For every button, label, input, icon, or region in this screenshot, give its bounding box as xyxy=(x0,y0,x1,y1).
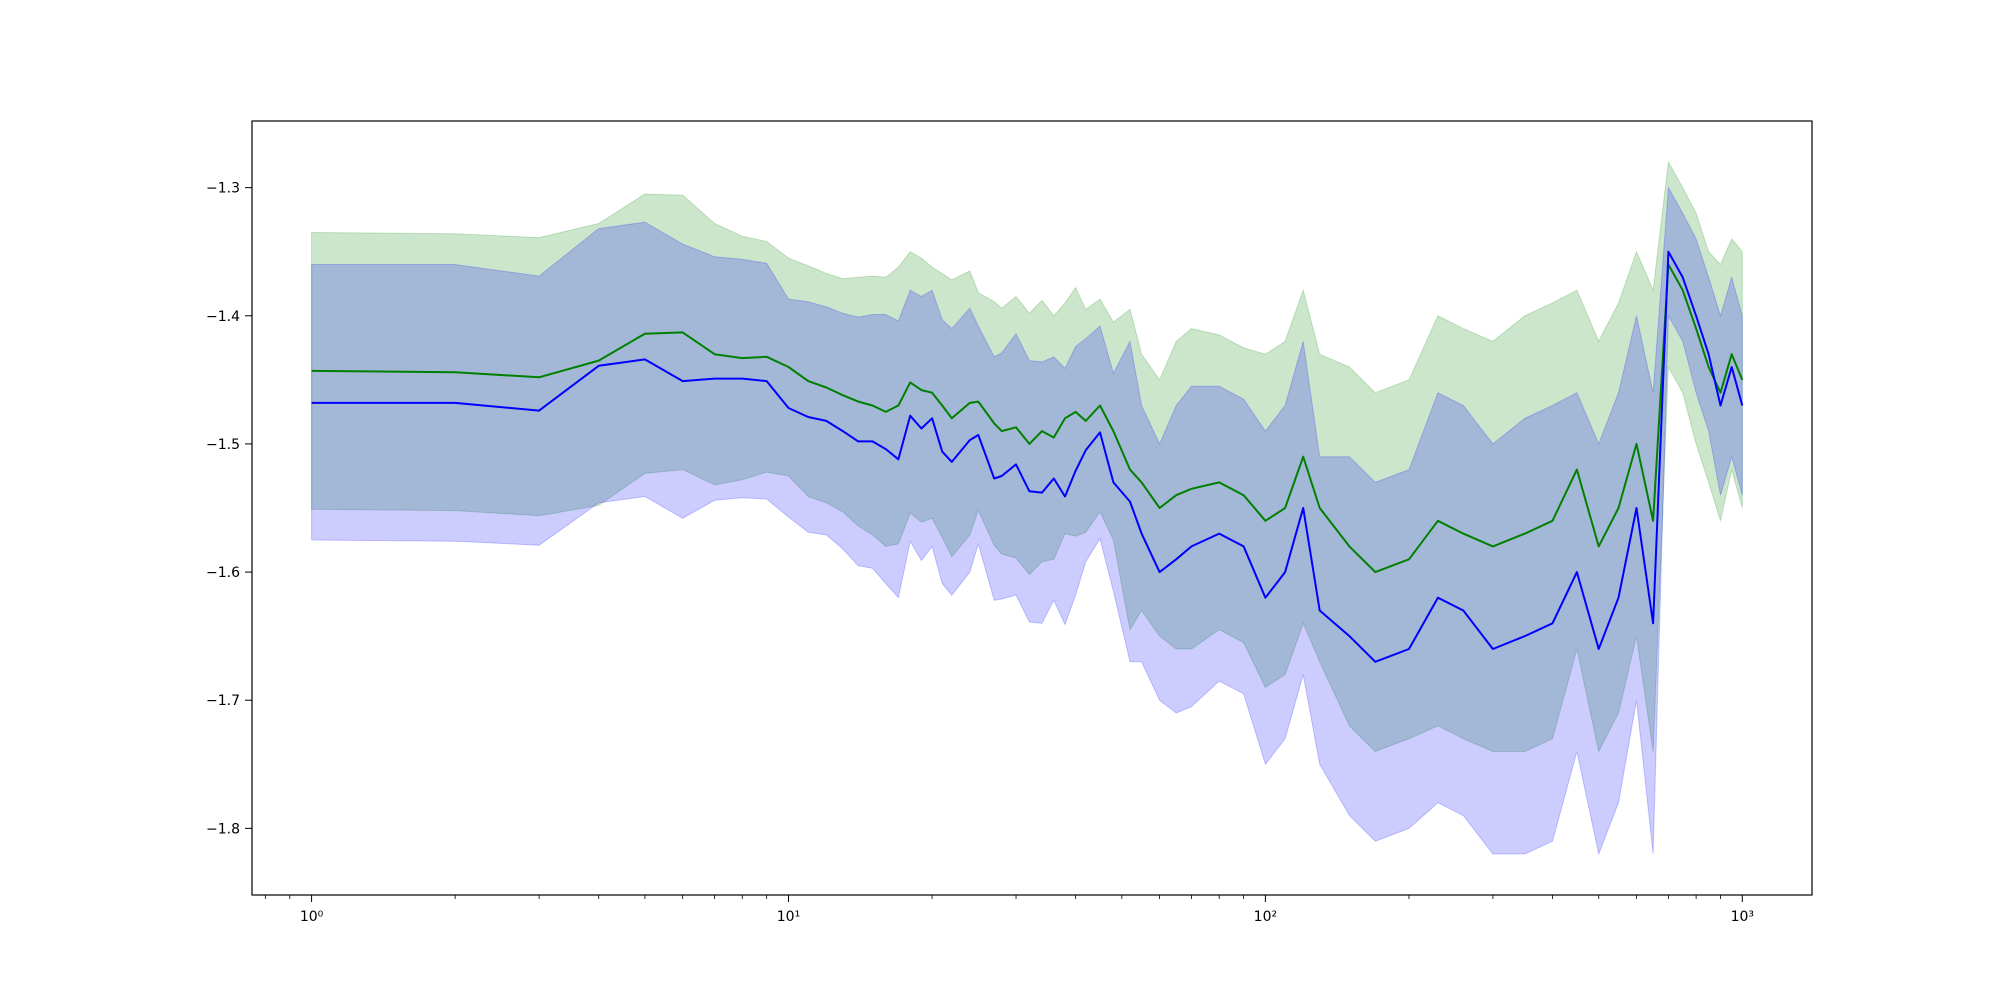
series-lines xyxy=(311,250,1744,663)
x-tick-label: 10² xyxy=(1254,909,1277,925)
series-2-line xyxy=(311,250,1744,663)
series-1-line xyxy=(311,263,1744,574)
series-1-band xyxy=(311,160,1743,753)
series-2-band xyxy=(311,185,1743,856)
x-axis: 10⁰ 10¹ 10² 10³ xyxy=(264,895,1754,925)
plot-frame xyxy=(251,120,1813,896)
y-axis: −1.3 −1.4 −1.5 −1.6 −1.7 −1.8 xyxy=(206,181,252,837)
y-tick-label: −1.5 xyxy=(206,437,240,453)
x-tick-label: 10⁰ xyxy=(300,909,324,925)
y-tick-label: −1.6 xyxy=(206,565,240,581)
y-tick-label: −1.8 xyxy=(206,821,240,837)
y-tick-label: −1.7 xyxy=(206,693,240,709)
y-tick-label: −1.3 xyxy=(206,181,240,197)
confidence-bands xyxy=(311,160,1743,856)
x-tick-label: 10³ xyxy=(1731,909,1754,925)
x-tick-label: 10¹ xyxy=(777,909,800,925)
y-tick-label: −1.4 xyxy=(206,309,240,325)
